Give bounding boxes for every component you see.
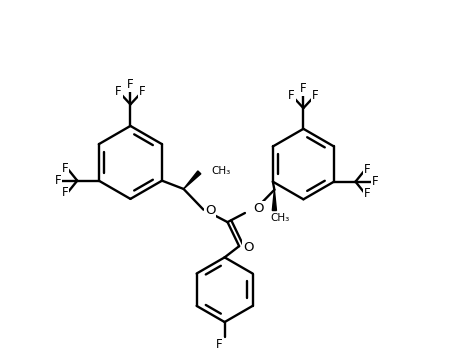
Text: CH₃: CH₃ [269, 213, 289, 223]
Text: F: F [216, 338, 223, 351]
Text: F: F [62, 162, 69, 175]
Text: O: O [252, 202, 263, 216]
Text: F: F [127, 78, 133, 91]
Text: CH₃: CH₃ [211, 166, 231, 176]
Polygon shape [183, 171, 200, 189]
Text: F: F [371, 175, 377, 188]
Text: O: O [243, 241, 253, 254]
Text: O: O [205, 204, 215, 217]
Text: F: F [62, 186, 69, 199]
Text: F: F [363, 163, 370, 176]
Polygon shape [272, 190, 276, 211]
Text: F: F [139, 85, 145, 98]
Text: F: F [363, 187, 370, 200]
Text: F: F [54, 174, 61, 187]
Text: F: F [312, 89, 318, 102]
Text: F: F [300, 82, 306, 95]
Text: F: F [288, 89, 294, 102]
Text: F: F [115, 85, 121, 98]
